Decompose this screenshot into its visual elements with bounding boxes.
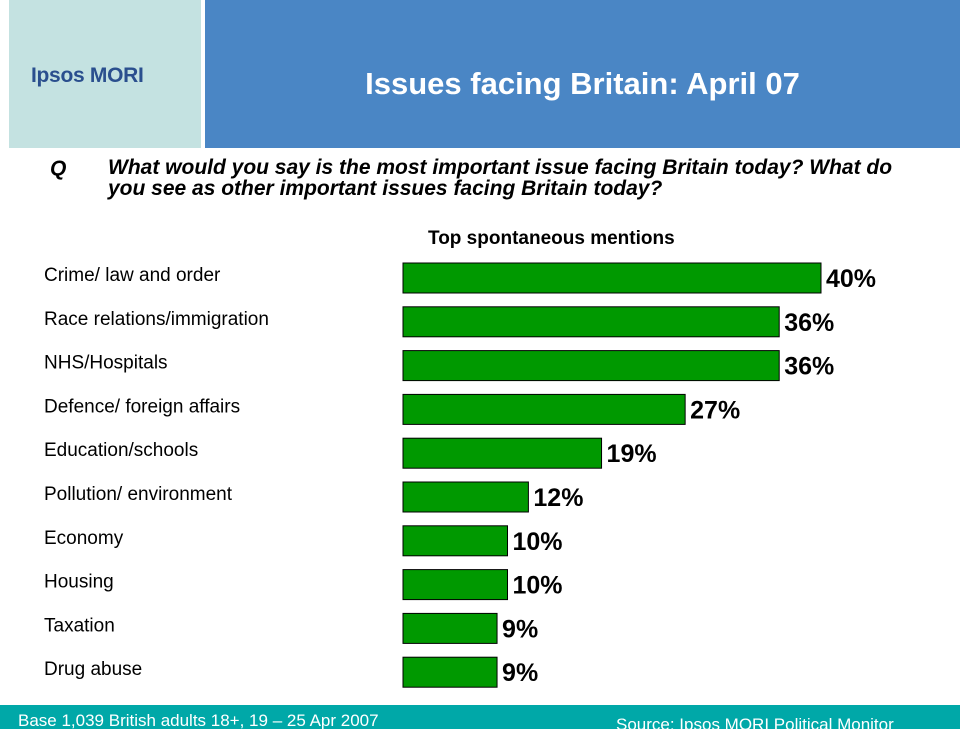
bar <box>402 525 508 557</box>
value-label: 12% <box>533 484 583 512</box>
bar <box>402 262 822 294</box>
value-label: 9% <box>502 615 538 643</box>
bar <box>402 437 603 469</box>
category-label: Crime/ law and order <box>44 265 221 286</box>
category-label: Drug abuse <box>44 659 142 680</box>
bar-chart: Crime/ law and order 40% Race relations/im… <box>44 262 876 688</box>
category-label: Housing <box>44 572 114 593</box>
ipsos-mori-logo: Ipsos MORI <box>31 64 144 87</box>
value-label: 19% <box>607 440 657 468</box>
value-label: 27% <box>690 396 740 424</box>
title-panel: Issues facing Britain: April 07 <box>205 0 960 148</box>
value-label: 10% <box>513 528 563 556</box>
category-label: Defence/ foreign affairs <box>44 396 240 417</box>
bar <box>402 350 780 382</box>
value-label: 36% <box>784 353 834 381</box>
category-label: Pollution/ environment <box>44 484 233 505</box>
value-label: 36% <box>784 309 834 337</box>
category-label: NHS/Hospitals <box>44 353 168 374</box>
category-label: Taxation <box>44 615 115 636</box>
category-label: Education/schools <box>44 440 198 461</box>
category-label: Economy <box>44 528 124 549</box>
question-label: Q <box>50 157 67 180</box>
bar <box>402 306 780 338</box>
footer-bar: Base 1,039 British adults 18+, 19 – 25 A… <box>0 705 960 729</box>
footer-source-note: Source: Ipsos MORI Political Monitor <box>616 715 894 729</box>
category-label: Race relations/immigration <box>44 309 269 330</box>
question-text: What would you say is the most important… <box>108 156 893 200</box>
footer-base-note: Base 1,039 British adults 18+, 19 – 25 A… <box>18 711 379 729</box>
chart-subtitle: Top spontaneous mentions <box>428 228 675 249</box>
bar <box>402 481 529 513</box>
page-title: Issues facing Britain: April 07 <box>365 66 800 101</box>
value-label: 40% <box>826 265 876 293</box>
value-label: 10% <box>513 572 563 600</box>
bar <box>402 656 498 688</box>
value-label: 9% <box>502 659 538 687</box>
bar <box>402 393 686 425</box>
bar <box>402 569 508 601</box>
logo-panel: Ipsos MORI <box>9 0 201 148</box>
bar <box>402 612 498 644</box>
